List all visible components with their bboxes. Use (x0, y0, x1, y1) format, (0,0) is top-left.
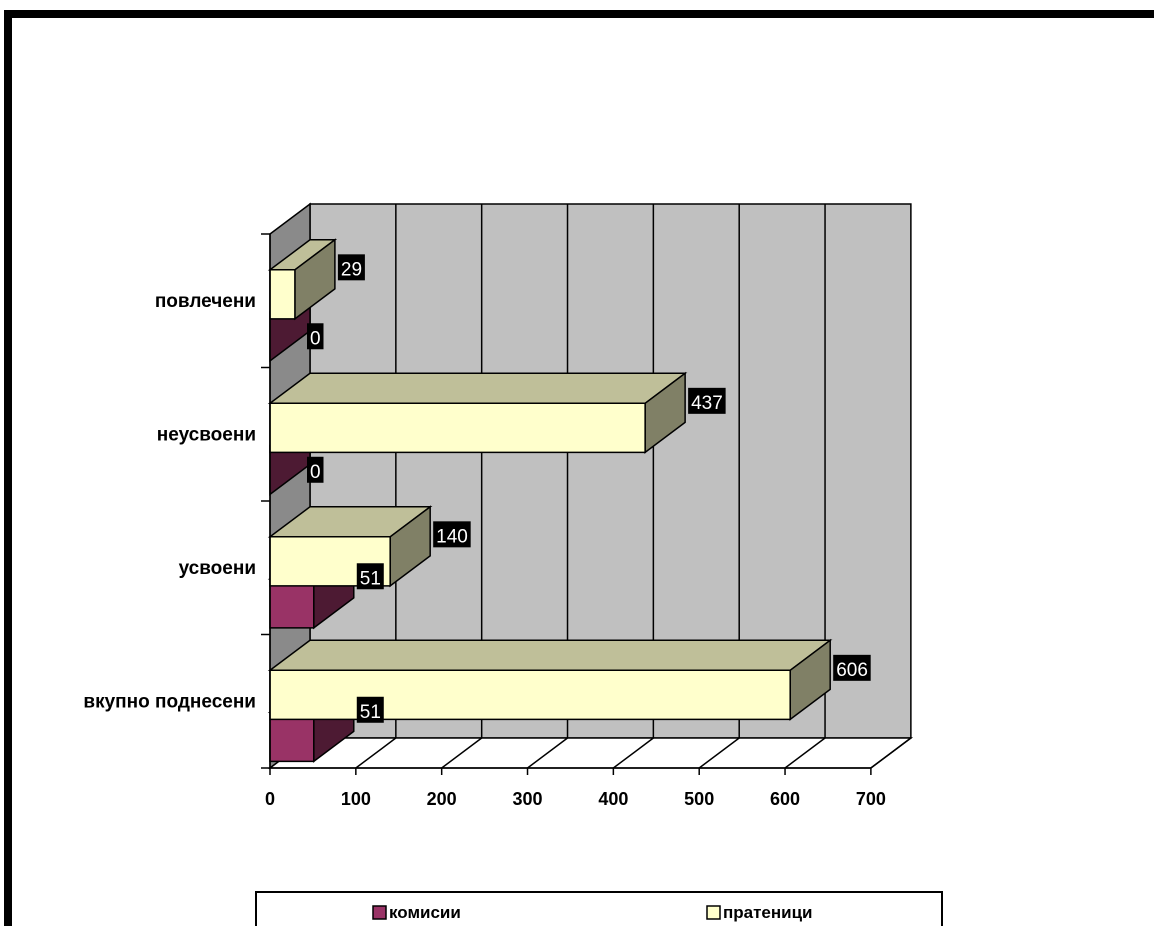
bar-pratenici (267, 238, 338, 321)
data-labels: 51 606 51 140 0 437 0 29 (307, 254, 871, 723)
category-label: неусвоени (157, 424, 256, 445)
value-tick-label: 0 (265, 789, 275, 809)
floor-gridline (355, 737, 397, 769)
data-label: 140 (436, 526, 468, 547)
data-label-bg (356, 563, 384, 590)
data-label-bg (307, 456, 324, 483)
data-label: 29 (341, 259, 362, 280)
value-tick-label: 500 (684, 789, 714, 809)
data-label-bg (688, 387, 726, 414)
legend-swatch-prateniсi (706, 905, 721, 920)
category-label: усвоени (179, 558, 256, 579)
frame-top (4, 10, 1154, 18)
floor-gridline (612, 737, 654, 769)
floor (267, 737, 914, 769)
legend-box (255, 891, 943, 926)
floor-gridline (870, 737, 912, 769)
floor-gridline (527, 737, 568, 769)
floor-gridline (441, 737, 483, 769)
value-tick-label: 300 (512, 789, 542, 809)
data-label-bg (337, 254, 365, 281)
value-tick-label: 200 (427, 789, 457, 809)
floor-gridline (784, 737, 826, 769)
data-label-bg (356, 696, 384, 723)
value-tick-label: 100 (341, 789, 371, 809)
bar-face (269, 669, 791, 721)
data-label-bg (833, 654, 871, 681)
category-label: повлечени (155, 291, 256, 312)
frame-left (4, 10, 12, 926)
bar-face (269, 402, 646, 454)
bar-pratenici (267, 371, 688, 454)
value-tick-label: 700 (856, 789, 886, 809)
bar-pratenici (267, 505, 433, 588)
legend: комисии пратеници (255, 891, 943, 926)
axes: вкупно поднесени усвоени неусвоени повлечен… (83, 233, 886, 809)
legend-label-komisii: комисии (389, 903, 461, 922)
bar-face (269, 269, 296, 320)
data-label-bg (433, 521, 471, 548)
data-label: 606 (836, 660, 868, 681)
legend-swatch-komisii (372, 905, 387, 920)
category-label: вкупно поднесени (83, 691, 256, 712)
value-tick-label: 400 (598, 789, 628, 809)
bar-marks (267, 238, 833, 763)
data-label-bg (307, 323, 324, 350)
data-label: 0 (310, 462, 321, 483)
value-tick-label: 600 (770, 789, 800, 809)
bar-pratenici (267, 638, 833, 721)
data-label: 0 (310, 328, 321, 349)
floor-gridline (698, 737, 740, 769)
data-label: 437 (691, 393, 723, 414)
data-label: 51 (360, 568, 381, 589)
bar-top (267, 639, 833, 672)
bar-top (267, 372, 688, 405)
legend-label-pratenici: пратеници (723, 903, 813, 922)
data-label: 51 (360, 702, 381, 723)
